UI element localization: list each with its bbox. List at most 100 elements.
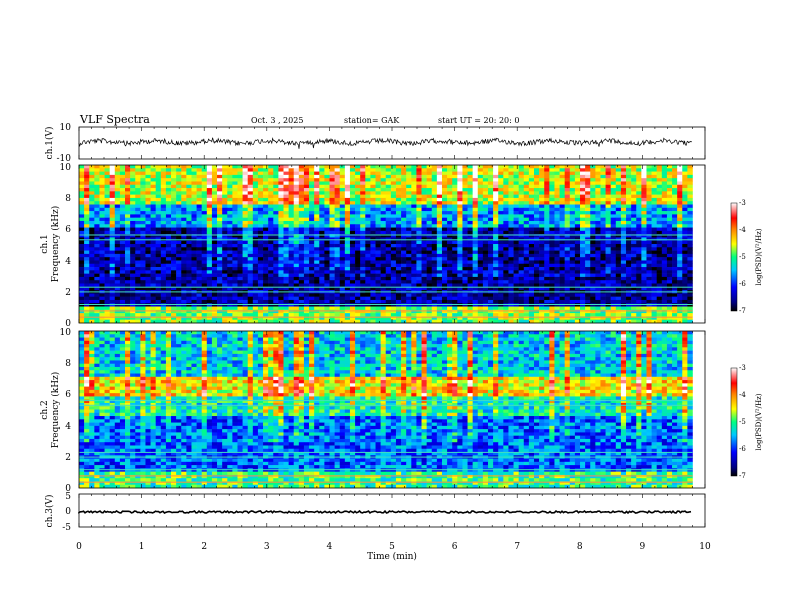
spectrogram-cell bbox=[626, 188, 632, 192]
spectrogram-cell bbox=[268, 257, 274, 261]
spectrogram-cell bbox=[155, 286, 162, 291]
spectrogram-cell bbox=[186, 174, 192, 179]
spectrogram-cell bbox=[257, 280, 264, 284]
spectrogram-cell bbox=[395, 273, 402, 278]
spectrogram-cell bbox=[472, 184, 479, 189]
spectrogram-cell bbox=[687, 286, 693, 291]
spectrogram-cell bbox=[211, 273, 218, 278]
spectrogram-cell bbox=[441, 286, 448, 291]
spectrogram-cell bbox=[580, 188, 586, 192]
spectrogram-cell bbox=[339, 188, 346, 192]
spectrogram-cell bbox=[288, 270, 295, 274]
spectrogram-cell bbox=[401, 181, 407, 186]
spectrogram-cell bbox=[314, 174, 320, 179]
spectrogram-cell bbox=[263, 293, 269, 297]
spectrogram-cell bbox=[191, 286, 197, 291]
spectrogram-cell bbox=[416, 227, 422, 232]
spectrogram-cell bbox=[288, 214, 295, 218]
spectrogram-cell bbox=[395, 296, 402, 301]
spectrogram-cell bbox=[339, 220, 346, 225]
spectrogram-cell bbox=[273, 207, 279, 212]
spectrogram-cell bbox=[401, 257, 407, 261]
spectrogram-cell bbox=[595, 270, 601, 274]
spectrogram-cell bbox=[620, 240, 627, 245]
spectrogram-cell bbox=[523, 234, 530, 238]
spectrogram-cell bbox=[416, 257, 422, 261]
spectrogram-cell bbox=[605, 250, 611, 255]
spectrogram-cell bbox=[222, 270, 228, 274]
spectrogram-cell bbox=[191, 276, 197, 281]
spectrogram-cell bbox=[339, 207, 346, 212]
spectrogram-cell bbox=[242, 207, 248, 212]
spectrogram-cell bbox=[416, 217, 422, 222]
spectrogram-cell bbox=[467, 178, 473, 182]
spectrogram-cell bbox=[89, 197, 95, 202]
spectrogram-cell bbox=[574, 171, 581, 176]
spectrogram-cell bbox=[181, 237, 187, 242]
spectrogram-cell bbox=[590, 204, 596, 209]
spectrogram-cell bbox=[375, 263, 381, 268]
spectrogram-cell bbox=[498, 171, 504, 176]
spectrogram-cell bbox=[303, 234, 310, 238]
spectrogram-cell bbox=[436, 224, 443, 228]
spectrogram-cell bbox=[104, 165, 110, 169]
spectrogram-cell bbox=[539, 273, 545, 278]
spectrogram-cell bbox=[508, 230, 514, 235]
spectrogram-cell bbox=[585, 207, 591, 212]
spectrogram-cell bbox=[288, 240, 295, 245]
spectrogram-cell bbox=[109, 191, 116, 195]
spectrogram-cell bbox=[201, 296, 208, 301]
spectrogram-cell bbox=[677, 247, 683, 251]
spectrogram-cell bbox=[171, 211, 177, 215]
spectrogram-cell bbox=[436, 250, 443, 255]
spectrogram-cell bbox=[252, 194, 259, 199]
spectrogram-cell bbox=[523, 197, 530, 202]
spectrogram-cell bbox=[181, 286, 187, 291]
spectrogram-cell bbox=[298, 237, 305, 242]
spectrogram-cell bbox=[278, 296, 284, 301]
spectrogram-cell bbox=[636, 280, 642, 284]
spectrogram-cell bbox=[201, 234, 208, 238]
spectrogram-cell bbox=[595, 165, 601, 169]
spectrogram-cell bbox=[288, 267, 295, 271]
spectrogram-cell bbox=[303, 214, 310, 218]
spectrogram-cell bbox=[104, 230, 110, 235]
spectrogram-cell bbox=[462, 194, 468, 199]
spectrogram-cell bbox=[518, 224, 525, 228]
spectrogram-cell bbox=[303, 168, 310, 172]
spectrogram-cell bbox=[125, 201, 131, 205]
spectrogram-cell bbox=[447, 240, 453, 245]
spectrogram-cell bbox=[452, 191, 458, 195]
spectrogram-cell bbox=[242, 270, 248, 274]
spectrogram-cell bbox=[206, 178, 213, 182]
spectrogram-cell bbox=[436, 253, 443, 258]
spectrogram-cell bbox=[554, 253, 560, 258]
spectrogram-cell bbox=[447, 217, 453, 222]
spectrogram-cell bbox=[631, 165, 637, 169]
spectrogram-cell bbox=[145, 214, 151, 218]
spectrogram-cell bbox=[242, 280, 248, 284]
spectrogram-cell bbox=[191, 257, 197, 261]
spectrogram-cell bbox=[145, 217, 151, 222]
spectrogram-cell bbox=[119, 201, 126, 205]
spectrogram-cell bbox=[380, 283, 387, 288]
spectrogram-cell bbox=[651, 276, 657, 281]
spectrogram-cell bbox=[539, 270, 545, 274]
spectrogram-cell bbox=[201, 204, 208, 209]
spectrogram-cell bbox=[329, 184, 335, 189]
spectrogram-cell bbox=[493, 165, 499, 169]
spectrogram-cell bbox=[498, 165, 504, 169]
spectrogram-cell bbox=[288, 280, 295, 284]
spectrogram-cell bbox=[191, 253, 197, 258]
spectrogram-cell bbox=[441, 296, 448, 301]
spectrogram-cell bbox=[416, 250, 422, 255]
spectrogram-cell bbox=[457, 227, 463, 232]
spectrogram-cell bbox=[237, 184, 243, 189]
spectrogram-cell bbox=[334, 280, 341, 284]
spectrogram-cell bbox=[181, 299, 187, 304]
spectrogram-cell bbox=[416, 267, 422, 271]
spectrogram-cell bbox=[324, 244, 330, 248]
spectrogram-cell bbox=[441, 204, 448, 209]
spectrogram-cell bbox=[431, 250, 438, 255]
spectrogram-cell bbox=[94, 220, 100, 225]
